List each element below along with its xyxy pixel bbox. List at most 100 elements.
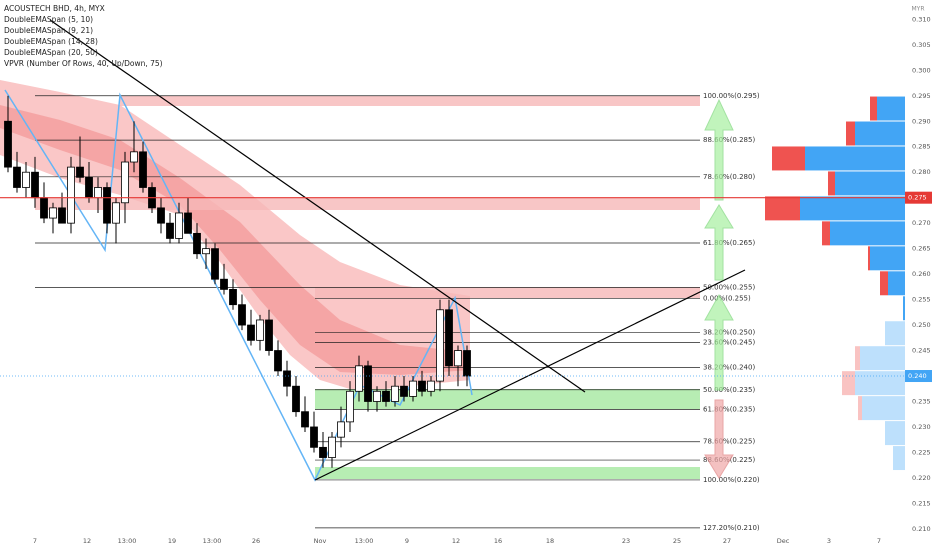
last-price-box bbox=[905, 370, 932, 383]
vp-up-bar bbox=[893, 446, 905, 471]
candle-body bbox=[49, 207, 57, 219]
candle-body bbox=[13, 166, 21, 188]
candle-body bbox=[139, 151, 147, 188]
x-tick-label: Dec bbox=[777, 537, 790, 545]
y-tick-label: 0.245 bbox=[912, 347, 931, 355]
fib-label: 50.00%(0.255) bbox=[703, 283, 755, 291]
y-tick-label: 0.220 bbox=[912, 474, 931, 482]
fib-zone bbox=[35, 198, 700, 210]
x-tick-label: 9 bbox=[405, 537, 409, 545]
candle-body bbox=[157, 207, 165, 224]
y-tick-label: 0.280 bbox=[912, 168, 931, 176]
vp-up-bar bbox=[862, 396, 905, 421]
y-tick-label: 0.250 bbox=[912, 321, 931, 329]
vp-up-bar bbox=[885, 421, 905, 446]
vp-up-bar bbox=[860, 346, 905, 371]
fib-label: 100.00%(0.295) bbox=[703, 92, 760, 100]
vp-up-bar bbox=[800, 196, 905, 221]
candle-body bbox=[391, 385, 399, 402]
indicator-label: DoubleEMASpan (14, 28) bbox=[4, 37, 98, 46]
fib-label: 23.60%(0.245) bbox=[703, 338, 755, 346]
candle-body bbox=[193, 232, 201, 255]
y-tick-label: 0.235 bbox=[912, 397, 931, 405]
y-tick-label: 0.300 bbox=[912, 66, 931, 74]
candle-body bbox=[463, 350, 471, 377]
vp-down-bar bbox=[855, 346, 860, 371]
indicator-label: DoubleEMASpan (20, 50) bbox=[4, 48, 98, 57]
marked-price-box bbox=[905, 191, 932, 204]
fib-label: 78.60%(0.225) bbox=[703, 438, 755, 446]
vp-up-bar bbox=[855, 371, 905, 396]
vp-up-bar bbox=[855, 121, 905, 146]
candle-body bbox=[184, 212, 192, 234]
trend-line bbox=[314, 269, 746, 481]
fib-label: 38.20%(0.250) bbox=[703, 329, 755, 337]
candle-body bbox=[418, 380, 426, 392]
candle-body bbox=[328, 436, 336, 458]
last-price-label: 0.240 bbox=[908, 372, 927, 380]
vp-up-bar bbox=[830, 221, 905, 246]
x-tick-label: 13:00 bbox=[118, 537, 137, 545]
candle-body bbox=[292, 385, 300, 413]
candle-body bbox=[76, 166, 84, 178]
vp-up-bar bbox=[835, 171, 905, 196]
y-tick-label: 0.210 bbox=[912, 525, 931, 533]
vp-down-bar bbox=[842, 371, 855, 396]
x-tick-label: 23 bbox=[622, 537, 630, 545]
vp-down-bar bbox=[858, 396, 862, 421]
y-tick-label: 0.305 bbox=[912, 41, 931, 49]
vp-up-bar bbox=[805, 146, 905, 171]
axis-unit: MYR bbox=[911, 6, 924, 13]
candle-body bbox=[445, 309, 453, 367]
vp-down-bar bbox=[880, 271, 888, 296]
ema-band bbox=[0, 80, 470, 392]
vp-up-bar bbox=[888, 271, 905, 296]
fib-label: 100.00%(0.220) bbox=[703, 476, 760, 484]
vp-down-bar bbox=[846, 121, 855, 146]
trend-line bbox=[49, 19, 586, 393]
candle-body bbox=[121, 161, 129, 204]
candles bbox=[4, 95, 471, 468]
target-arrows bbox=[704, 98, 734, 479]
candle-body bbox=[427, 380, 435, 392]
candle-body bbox=[166, 222, 174, 239]
legend: ACOUSTECH BHD, 4h, MYX DoubleEMASpan (5,… bbox=[4, 4, 163, 68]
candle-body bbox=[175, 212, 183, 239]
vp-down-bar bbox=[772, 146, 805, 171]
vp-down-bar bbox=[765, 196, 800, 221]
indicator-label: DoubleEMASpan (9, 21) bbox=[4, 26, 93, 35]
ema-band-inner bbox=[0, 105, 470, 375]
candle-body bbox=[22, 171, 30, 188]
candle-body bbox=[4, 120, 12, 168]
x-tick-label: 7 bbox=[33, 537, 37, 545]
candle-body bbox=[202, 248, 210, 255]
fib-zone bbox=[315, 467, 700, 479]
candle-body bbox=[319, 446, 327, 458]
x-tick-label: 18 bbox=[546, 537, 554, 545]
candle-body bbox=[94, 187, 102, 199]
vp-up-bar bbox=[877, 96, 905, 121]
candle-body bbox=[283, 370, 291, 387]
y-tick-label: 0.270 bbox=[912, 219, 931, 227]
candle-body bbox=[40, 197, 48, 219]
x-tick-label: 13:00 bbox=[355, 537, 374, 545]
fib-label: 61.80%(0.265) bbox=[703, 239, 755, 247]
vp-up-bar bbox=[885, 321, 905, 346]
candle-body bbox=[31, 171, 39, 199]
x-tick-label: 27 bbox=[723, 537, 731, 545]
candle-body bbox=[364, 365, 372, 402]
volume-profile bbox=[765, 96, 905, 471]
candle-body bbox=[58, 207, 66, 224]
x-tick-label: 26 bbox=[252, 537, 260, 545]
fib-label: 78.60%(0.280) bbox=[703, 173, 755, 181]
vp-down-bar bbox=[822, 221, 830, 246]
fib-label: 0.00%(0.255) bbox=[703, 295, 751, 303]
candle-body bbox=[409, 380, 417, 397]
indicator-label: DoubleEMASpan (5, 10) bbox=[4, 15, 93, 24]
candle-body bbox=[103, 187, 111, 224]
marked-price-label: 0.275 bbox=[908, 194, 927, 202]
candle-body bbox=[256, 319, 264, 341]
fib-levels: 100.00%(0.295) 88.60%(0.285) 78.60%(0.280)… bbox=[35, 92, 760, 532]
